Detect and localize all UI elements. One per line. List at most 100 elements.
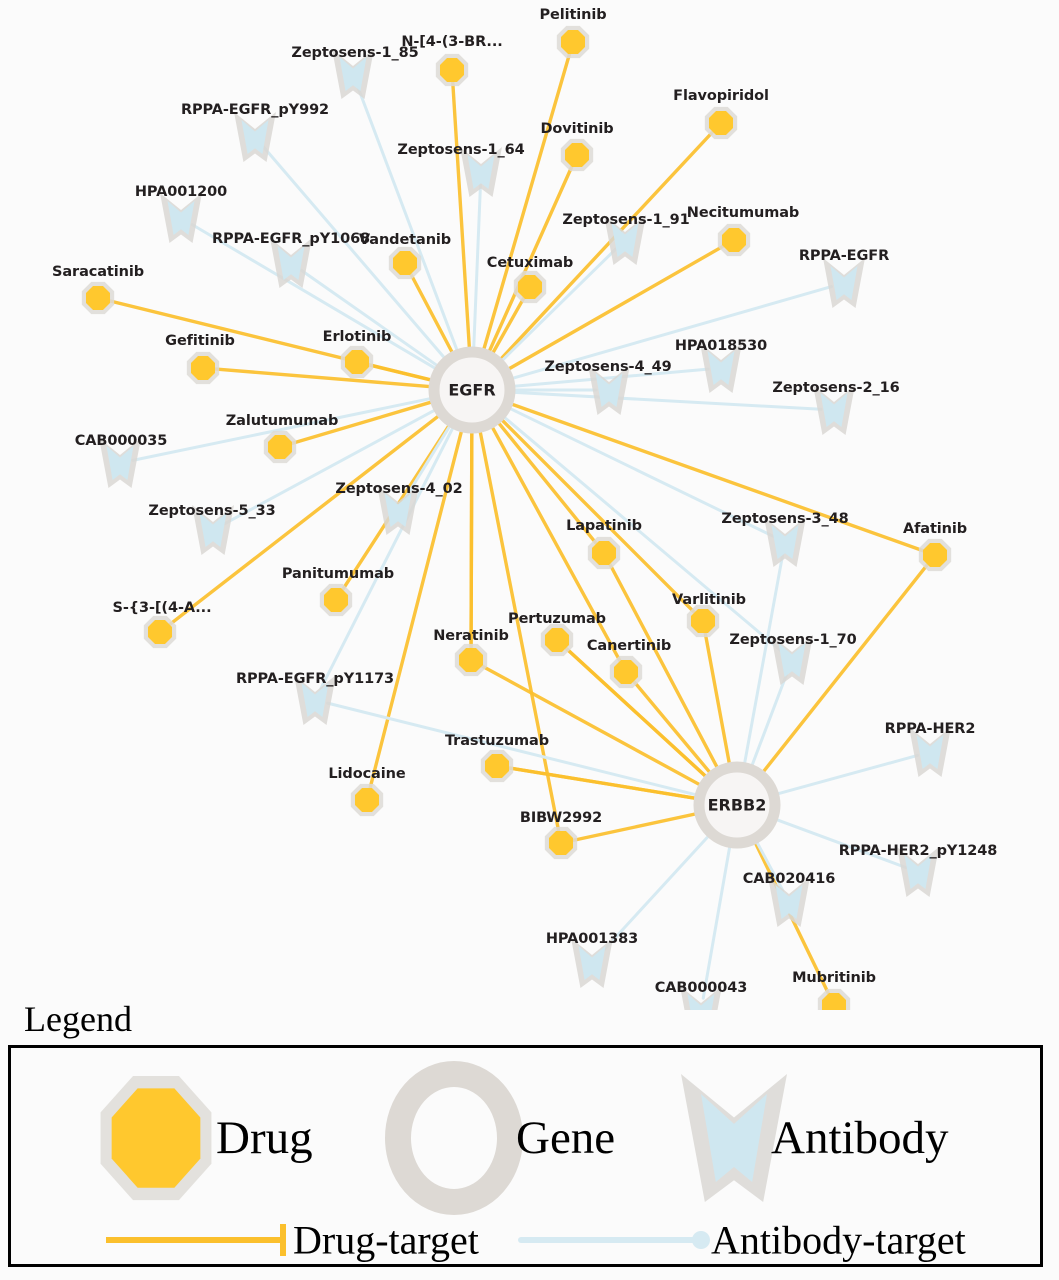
- antibody-glyph: [916, 735, 944, 769]
- antibody-glyph: [467, 155, 495, 189]
- edge-antibody: [508, 390, 823, 411]
- drug-glyph: [613, 659, 639, 685]
- drug-node[interactable]: [435, 53, 469, 87]
- gene-node-erbb2[interactable]: ERBB2: [693, 761, 781, 849]
- legend-box: Drug Gene Antibody Drug-target Antibody-…: [8, 1045, 1043, 1267]
- drug-node[interactable]: [717, 223, 751, 257]
- drug-node[interactable]: [704, 106, 738, 140]
- antibody-node[interactable]: [270, 238, 312, 288]
- drug-glyph: [708, 110, 734, 136]
- antibody-node[interactable]: [192, 505, 234, 555]
- antibody-node[interactable]: [813, 385, 855, 435]
- antibody-glyph: [241, 120, 269, 154]
- antibody-node[interactable]: [897, 847, 939, 897]
- antibody-glyph: [384, 493, 412, 527]
- edge-drug: [503, 244, 725, 373]
- edge-antibody: [222, 406, 441, 526]
- drug-glyph: [484, 753, 510, 779]
- edge-drug: [632, 680, 715, 778]
- edge-drug: [608, 562, 721, 774]
- antibody-glyph: [106, 446, 134, 480]
- edge-antibody: [771, 816, 908, 869]
- legend-drug-icon: [111, 1088, 201, 1188]
- antibody-glyph: [595, 373, 623, 407]
- nodes-layer: EGFR ERBB2: [81, 25, 952, 1036]
- gene-label: EGFR: [448, 381, 495, 400]
- antibody-node[interactable]: [332, 49, 374, 99]
- drug-glyph: [591, 540, 617, 566]
- antibody-node[interactable]: [604, 215, 646, 265]
- edge-drug: [480, 52, 572, 356]
- drug-node[interactable]: [81, 281, 115, 315]
- antibody-node[interactable]: [909, 727, 951, 777]
- drug-node[interactable]: [454, 643, 488, 677]
- drug-glyph: [392, 250, 418, 276]
- antibody-glyph: [707, 351, 735, 385]
- gene-node-egfr[interactable]: EGFR: [428, 346, 516, 434]
- network-canvas[interactable]: EGFR ERBB2: [0, 0, 1059, 1036]
- edge-antibody: [326, 701, 702, 798]
- legend-label-drug: Drug: [216, 1112, 313, 1164]
- antibody-node[interactable]: [294, 675, 336, 725]
- legend-antibody-edge-circle: [692, 1231, 710, 1249]
- network-svg[interactable]: EGFR ERBB2: [0, 0, 1059, 1036]
- legend-gene-icon: [385, 1061, 523, 1215]
- antibody-node[interactable]: [768, 877, 810, 927]
- legend-label-gene: Gene: [516, 1112, 616, 1164]
- antibody-node[interactable]: [588, 365, 630, 415]
- drug-node[interactable]: [263, 430, 297, 464]
- antibody-node[interactable]: [571, 938, 613, 988]
- edge-drug: [477, 425, 561, 832]
- drug-node[interactable]: [544, 826, 578, 860]
- drug-node[interactable]: [556, 25, 590, 59]
- drug-node[interactable]: [513, 270, 547, 304]
- drug-glyph: [517, 274, 543, 300]
- antibody-node[interactable]: [700, 343, 742, 393]
- drug-node[interactable]: [587, 536, 621, 570]
- edge-drug: [168, 411, 444, 626]
- drug-glyph: [544, 627, 570, 653]
- drug-glyph: [267, 434, 293, 460]
- drug-node[interactable]: [388, 246, 422, 280]
- antibody-glyph: [830, 266, 858, 300]
- edge-drug: [409, 272, 456, 359]
- drug-node[interactable]: [186, 351, 220, 385]
- antibody-glyph: [167, 201, 195, 235]
- legend-label-drug-target: Drug-target: [293, 1217, 479, 1263]
- antibody-glyph: [611, 223, 639, 257]
- edge-drug: [451, 81, 472, 354]
- edge-drug: [508, 766, 702, 801]
- edge-antibody: [701, 840, 732, 1000]
- drug-node[interactable]: [540, 623, 574, 657]
- antibody-node[interactable]: [234, 112, 276, 162]
- drug-node[interactable]: [340, 345, 374, 379]
- antibody-node[interactable]: [764, 517, 806, 567]
- antibody-node[interactable]: [823, 258, 865, 308]
- edge-drug: [572, 811, 702, 842]
- legend-label-antibody-target: Antibody-target: [711, 1217, 966, 1263]
- drug-node[interactable]: [686, 604, 720, 638]
- edge-drug: [367, 363, 437, 383]
- antibody-node[interactable]: [160, 193, 202, 243]
- edge-drug: [564, 647, 711, 782]
- drug-node[interactable]: [350, 783, 384, 817]
- edge-antibody: [772, 753, 919, 797]
- antibody-node[interactable]: [99, 438, 141, 488]
- drug-node[interactable]: [143, 615, 177, 649]
- antibody-glyph: [904, 855, 932, 889]
- drug-node[interactable]: [560, 138, 594, 172]
- antibody-node[interactable]: [771, 635, 813, 685]
- antibody-node[interactable]: [460, 147, 502, 197]
- edge-antibody: [508, 367, 710, 389]
- drug-glyph: [323, 587, 349, 613]
- drug-node[interactable]: [319, 583, 353, 617]
- drug-node[interactable]: [480, 749, 514, 783]
- edge-antibody: [748, 670, 789, 771]
- drug-node[interactable]: [609, 655, 643, 689]
- edge-antibody: [403, 420, 454, 501]
- edge-antibody: [261, 145, 449, 363]
- drug-node[interactable]: [918, 538, 952, 572]
- antibody-node[interactable]: [377, 485, 419, 535]
- antibody-glyph: [778, 643, 806, 677]
- legend-label-antibody: Antibody: [771, 1112, 949, 1164]
